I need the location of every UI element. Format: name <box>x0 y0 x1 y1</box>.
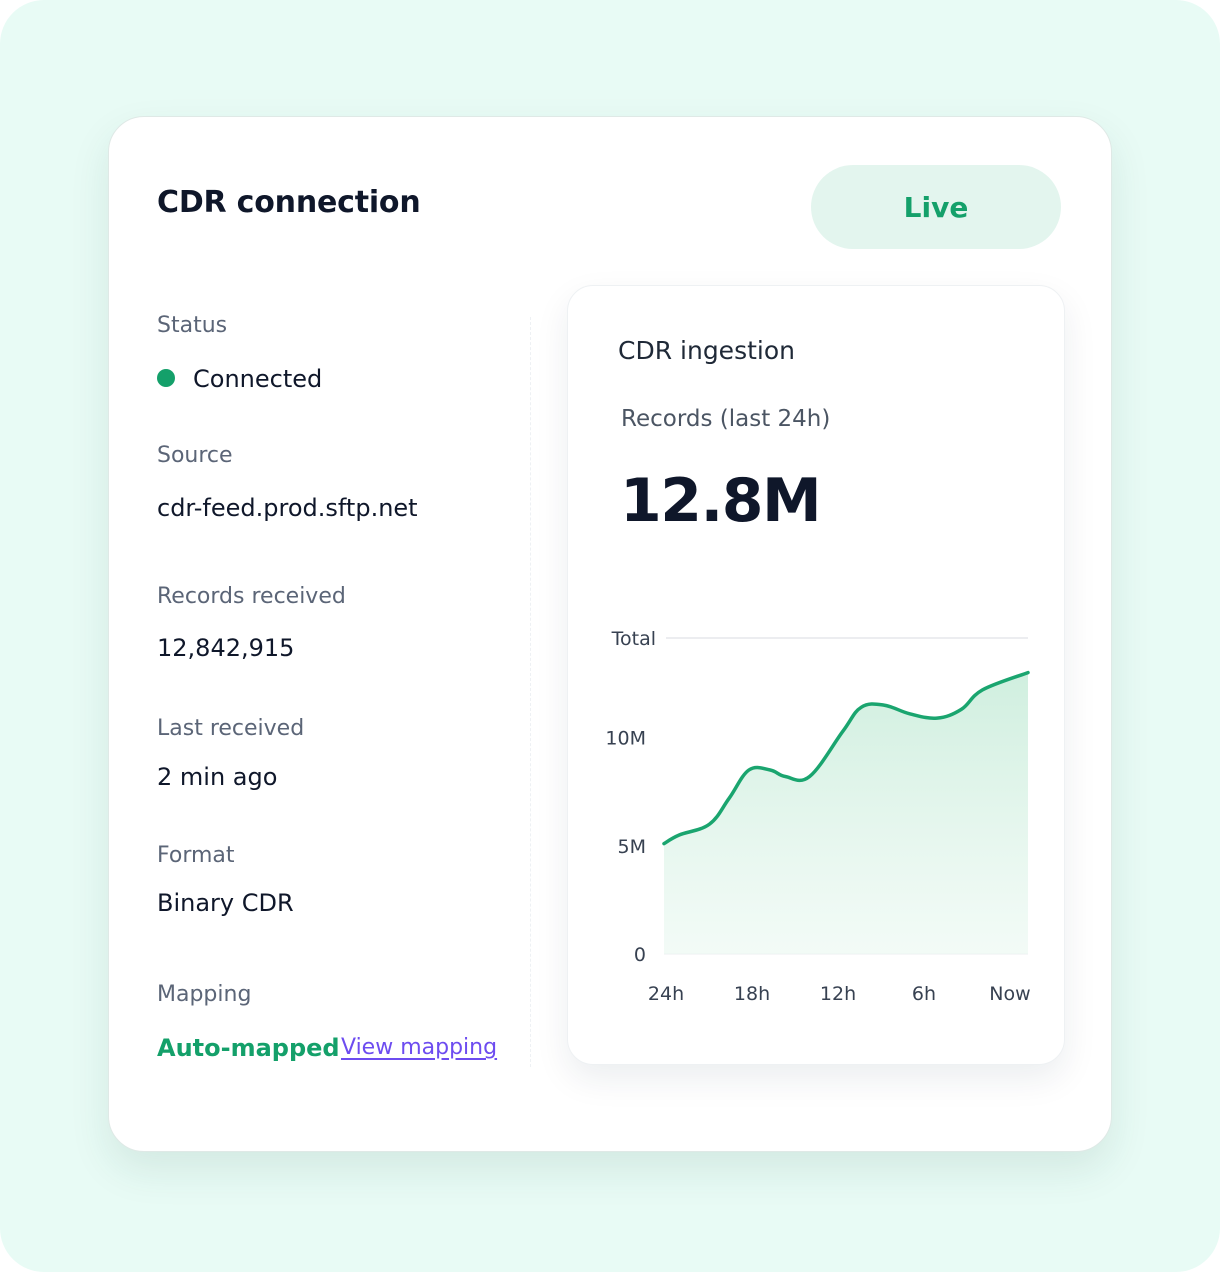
card-title: CDR connection <box>157 185 421 220</box>
column-divider <box>530 317 531 1067</box>
status-dot-icon <box>157 369 175 387</box>
x-tick-label: Now <box>989 983 1030 1005</box>
last-received-value: 2 min ago <box>157 763 278 791</box>
source-value: cdr-feed.prod.sftp.net <box>157 494 418 522</box>
y-axis-total-label: Total <box>611 628 656 650</box>
format-value: Binary CDR <box>157 889 294 917</box>
records-total-value: 12.8M <box>620 466 822 536</box>
y-tick-label: 0 <box>634 944 646 966</box>
y-tick-label: 5M <box>618 836 646 858</box>
live-status-badge[interactable]: Live <box>811 165 1061 249</box>
ingestion-chart: 0 5M 10M Total 24h 18h 12h 6h Now <box>605 628 1030 1005</box>
series-line <box>662 670 1030 846</box>
mapping-value: Auto-mapped <box>157 1034 340 1062</box>
records-received-value: 12,842,915 <box>157 634 295 662</box>
mapping-label: Mapping <box>157 982 252 1007</box>
last-received-label: Last received <box>157 716 305 741</box>
chart-card-title: CDR ingestion <box>618 336 795 365</box>
chart-card-subtitle: Records (last 24h) <box>621 406 831 432</box>
records-received-label: Records received <box>157 584 346 609</box>
status-label: Status <box>157 313 228 338</box>
cdr-connection-card: CDR connection Live Status Connected Sou… <box>108 116 1112 1152</box>
x-tick-label: 18h <box>734 983 770 1005</box>
x-tick-label: 12h <box>820 983 856 1005</box>
source-label: Source <box>157 443 233 468</box>
x-tick-label: 24h <box>648 983 684 1005</box>
x-tick-label: 6h <box>912 983 936 1005</box>
view-mapping-link[interactable]: View mapping <box>341 1035 498 1060</box>
y-tick-label: 10M <box>605 728 646 750</box>
status-text: Connected <box>193 365 323 393</box>
series-area <box>664 672 1028 954</box>
cdr-ingestion-card: CDR ingestion Records (last 24h) 12.8M 0… <box>567 285 1065 1065</box>
format-label: Format <box>157 843 235 868</box>
status-value: Connected <box>157 365 322 393</box>
